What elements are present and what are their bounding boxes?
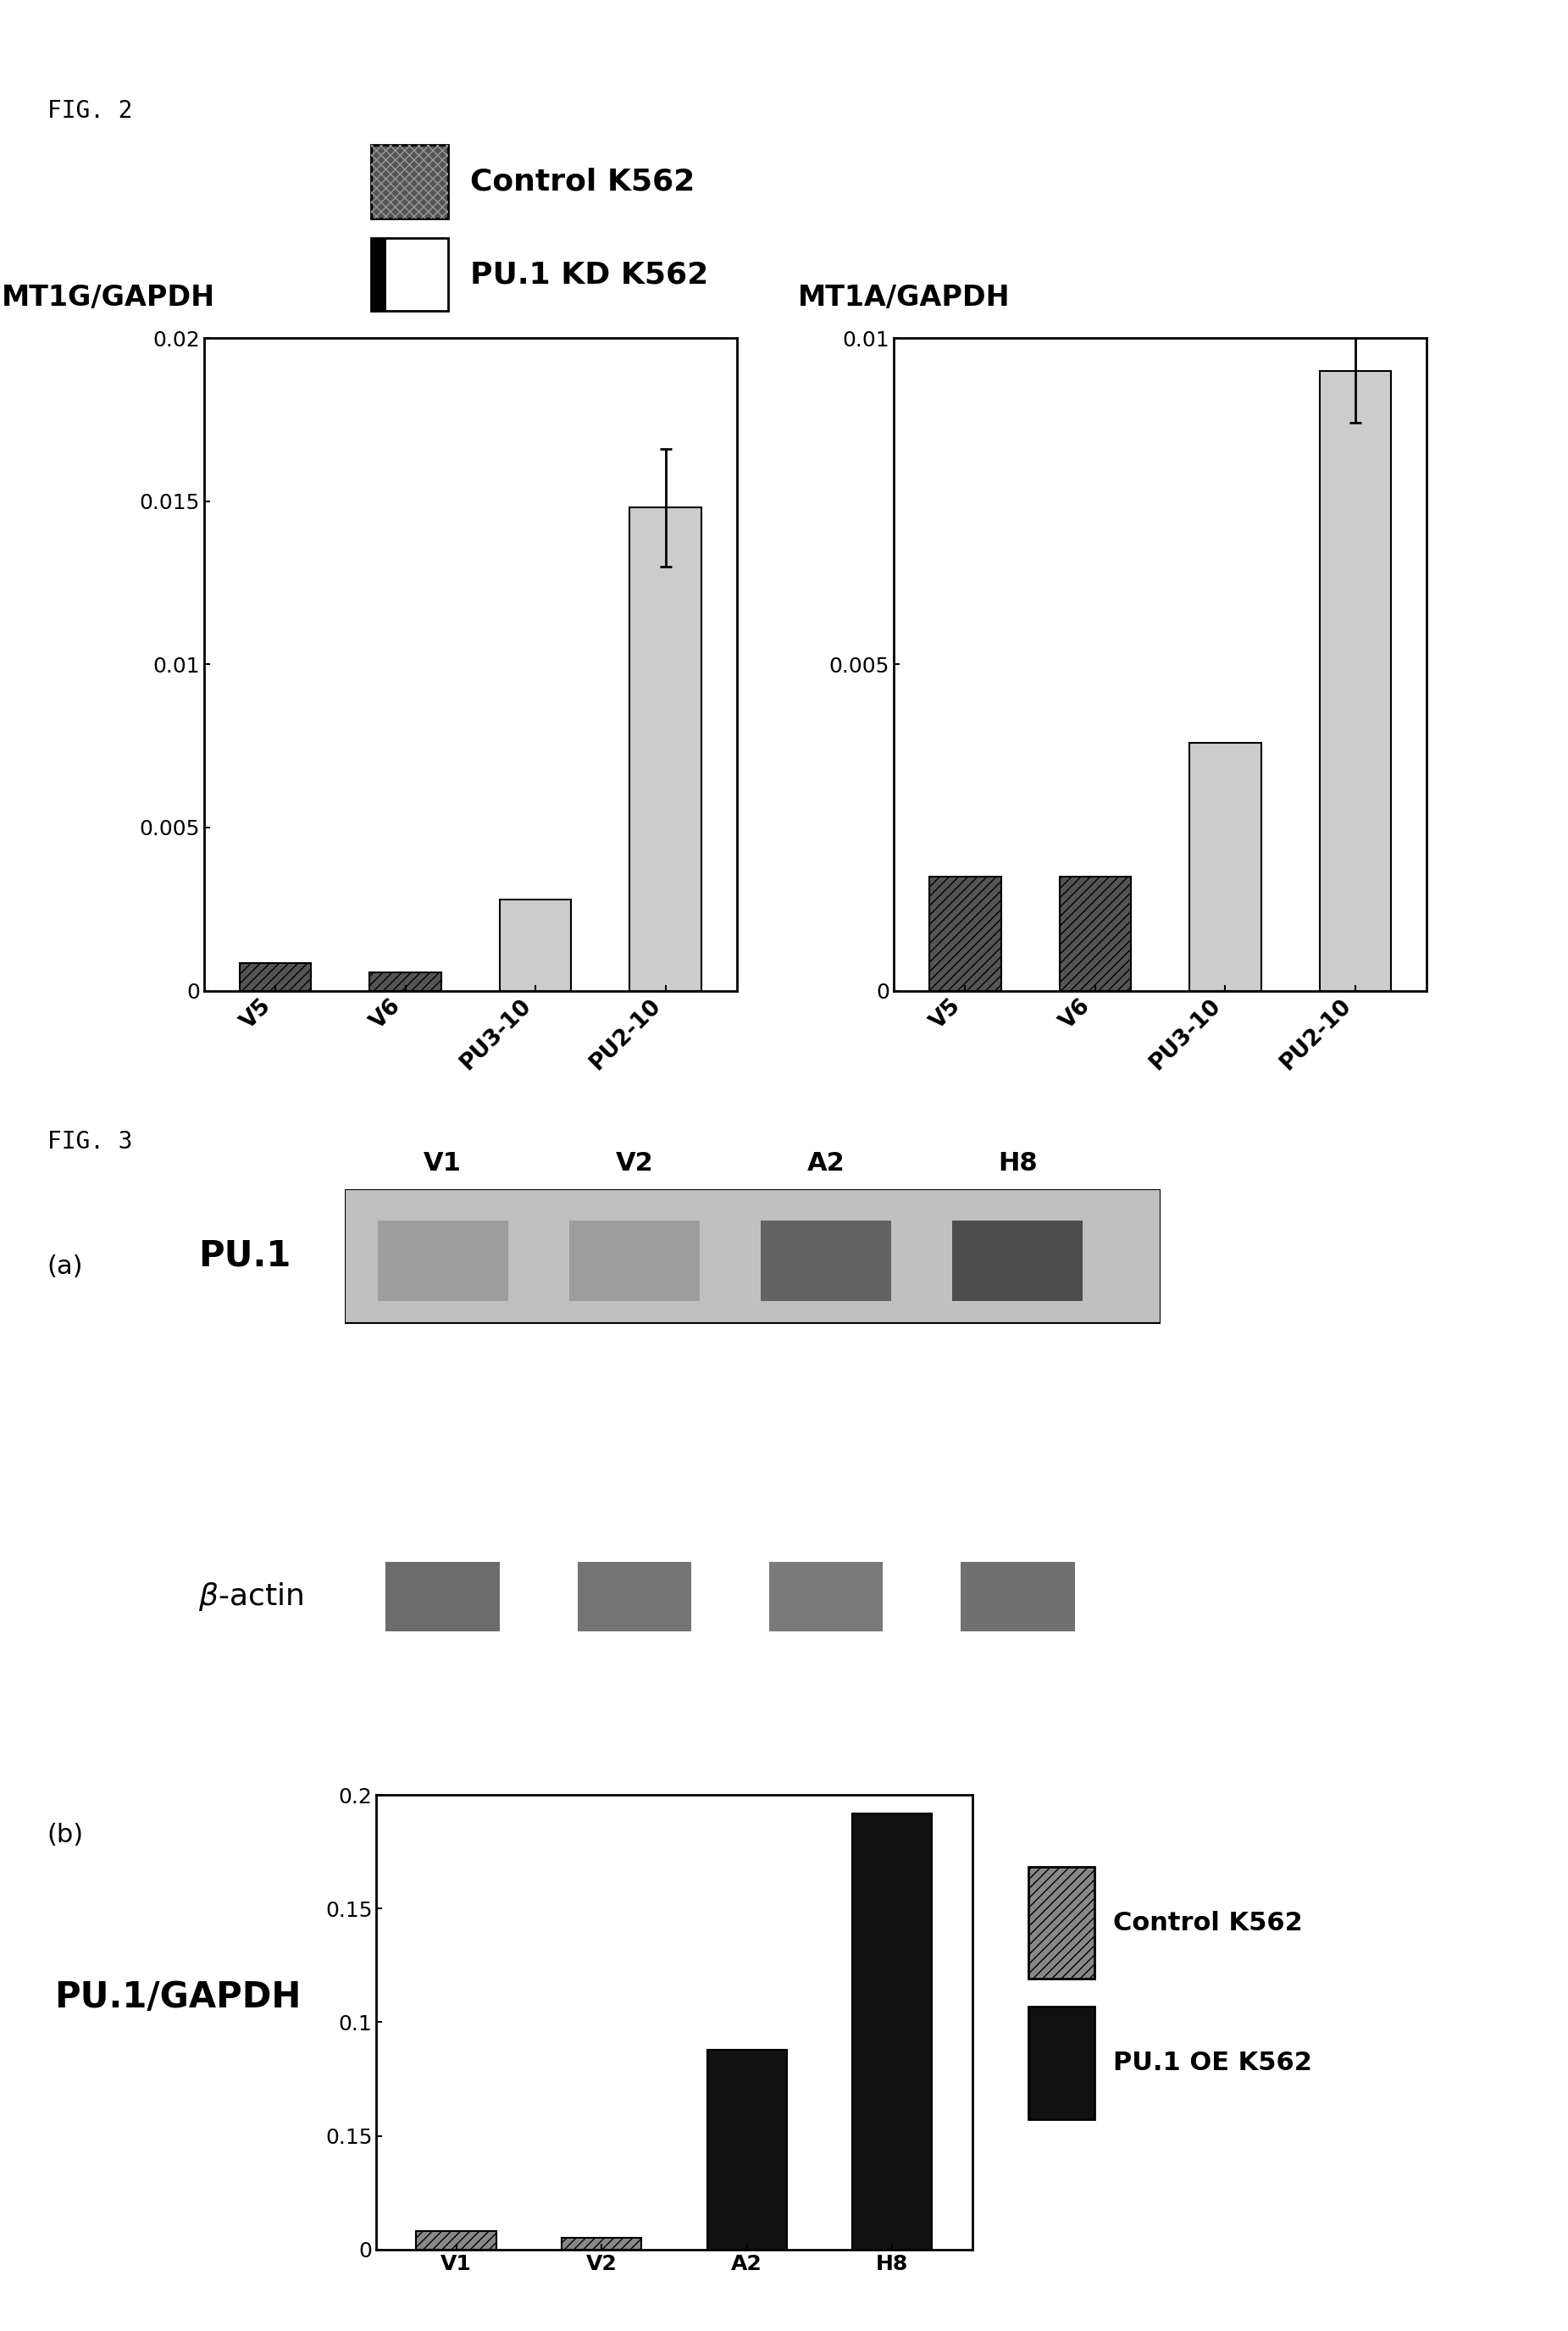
Bar xyxy=(1029,1867,1094,1979)
Bar xyxy=(416,2231,495,2249)
Bar xyxy=(370,145,448,219)
Bar xyxy=(853,1814,933,2249)
Text: FIG. 3: FIG. 3 xyxy=(47,1131,132,1154)
Bar xyxy=(630,508,701,991)
Bar xyxy=(961,1562,1074,1632)
Bar xyxy=(370,145,448,219)
Text: PU.1 KD K562: PU.1 KD K562 xyxy=(470,261,709,289)
Bar xyxy=(500,900,571,991)
Bar xyxy=(378,1221,508,1301)
Bar xyxy=(345,1189,1160,1324)
Bar xyxy=(386,1562,500,1632)
Text: Control K562: Control K562 xyxy=(470,168,695,196)
Bar xyxy=(1320,371,1391,991)
Bar xyxy=(240,963,310,991)
Bar xyxy=(561,2238,641,2249)
Bar xyxy=(1190,744,1261,991)
Bar xyxy=(577,1562,691,1632)
Text: MT1A/GAPDH: MT1A/GAPDH xyxy=(798,284,1010,312)
Bar xyxy=(768,1562,883,1632)
Text: PU.1: PU.1 xyxy=(198,1238,290,1273)
Text: Control K562: Control K562 xyxy=(1113,1911,1303,1935)
Text: V1: V1 xyxy=(423,1152,463,1175)
Bar xyxy=(930,876,1000,991)
Text: V2: V2 xyxy=(616,1152,654,1175)
Bar xyxy=(1029,2007,1094,2119)
Text: (a): (a) xyxy=(47,1254,83,1280)
Text: PU.1 OE K562: PU.1 OE K562 xyxy=(1113,2051,1312,2075)
Text: MT1G/GAPDH: MT1G/GAPDH xyxy=(2,284,215,312)
Bar xyxy=(370,238,448,310)
Bar xyxy=(707,2049,787,2249)
Bar xyxy=(760,1221,891,1301)
Text: H8: H8 xyxy=(997,1152,1038,1175)
Text: A2: A2 xyxy=(808,1152,845,1175)
Bar xyxy=(952,1221,1083,1301)
Bar xyxy=(1060,876,1131,991)
Text: PU.1/GAPDH: PU.1/GAPDH xyxy=(55,1979,301,2016)
Text: (b): (b) xyxy=(47,1823,83,1848)
Text: $\beta$-actin: $\beta$-actin xyxy=(198,1580,303,1613)
Bar xyxy=(370,972,441,991)
Bar xyxy=(569,1221,699,1301)
Bar xyxy=(370,238,386,310)
Text: FIG. 2: FIG. 2 xyxy=(47,98,132,124)
